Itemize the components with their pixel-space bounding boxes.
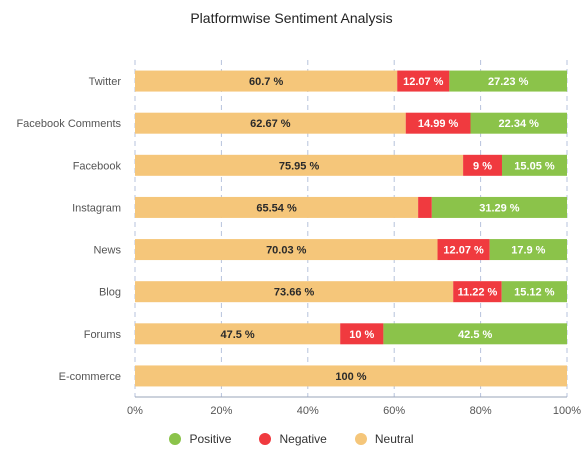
data-label: 47.5 % [220, 329, 254, 341]
legend-label-neutral: Neutral [374, 432, 414, 446]
bar-segment-negative [463, 154, 502, 176]
chart-title: Platformwise Sentiment Analysis [190, 10, 393, 26]
x-tick-label: 80% [470, 405, 492, 417]
chart-legend: Positive Negative Neutral [0, 432, 583, 446]
x-tick-label: 20% [210, 405, 232, 417]
data-label: 62.67 % [250, 118, 291, 130]
data-label: 9 % [473, 160, 492, 172]
data-label: 75.95 % [279, 160, 320, 172]
bar-segment-positive [383, 323, 567, 345]
bar-segment-positive [501, 281, 567, 303]
x-tick-label: 0% [127, 405, 143, 417]
bar-segment-negative [340, 323, 384, 345]
data-label: 73.66 % [274, 287, 315, 299]
bar-segment-positive [470, 112, 567, 134]
category-label: Instagram [72, 202, 121, 214]
legend-item-neutral[interactable]: Neutral [354, 432, 414, 446]
category-label: News [93, 245, 121, 257]
data-label: 27.23 % [488, 76, 529, 88]
bar-segment-negative [453, 281, 502, 303]
data-label: 70.03 % [266, 245, 307, 257]
bar-segment-neutral [135, 239, 438, 261]
x-tick-label: 40% [297, 405, 319, 417]
bar-segment-positive [431, 196, 567, 218]
bar-segment-negative [418, 196, 432, 218]
bar-segment-positive [501, 154, 567, 176]
bar-segment-positive [489, 239, 567, 261]
legend-item-positive[interactable]: Positive [169, 432, 231, 446]
x-tick-label: 60% [383, 405, 405, 417]
category-label: Facebook Comments [16, 118, 121, 130]
data-label: 31.29 % [479, 202, 520, 214]
legend-swatch-positive [169, 433, 182, 445]
data-label: 12.07 % [403, 76, 444, 88]
bar-segment-neutral [135, 281, 454, 303]
data-label: 15.12 % [514, 287, 555, 299]
bar-segment-negative [437, 239, 490, 261]
category-label: Facebook [73, 160, 122, 172]
bar-segment-neutral [135, 323, 341, 345]
category-label: Blog [99, 287, 121, 299]
bar-segment-neutral [135, 112, 406, 134]
legend-swatch-negative [259, 433, 272, 445]
bar-segment-neutral [135, 154, 464, 176]
legend-item-negative[interactable]: Negative [259, 432, 327, 446]
stacked-bar-chart: 60.7 % 12.07 % 27.23 % Twitter 62.67 % 14.99 … [16, 60, 581, 417]
x-tick-label: 100% [553, 405, 581, 417]
data-label: 10 % [349, 329, 374, 341]
data-label: 14.99 % [418, 118, 459, 130]
bar-segment-negative [397, 70, 450, 92]
data-label: 12.07 % [443, 245, 484, 257]
data-label: 15.05 % [514, 160, 555, 172]
data-label: 42.5 % [458, 329, 492, 341]
legend-swatch-neutral [354, 433, 367, 445]
legend-label-negative: Negative [279, 432, 327, 446]
bar-segment-negative [405, 112, 471, 134]
data-label: 60.7 % [249, 76, 283, 88]
category-label: Twitter [89, 76, 122, 88]
data-label: 11.22 % [458, 287, 498, 299]
bar-segment-neutral [135, 196, 419, 218]
legend-label-positive: Positive [189, 432, 232, 446]
bar-segment-neutral [135, 70, 398, 92]
data-label: 100 % [335, 371, 366, 383]
category-label: E-commerce [59, 371, 121, 383]
data-label: 22.34 % [499, 118, 540, 130]
bar-segment-positive [449, 70, 567, 92]
bar-segment-neutral [135, 365, 567, 387]
data-label: 17.9 % [511, 245, 545, 257]
category-label: Forums [84, 329, 122, 341]
data-label: 65.54 % [256, 202, 297, 214]
